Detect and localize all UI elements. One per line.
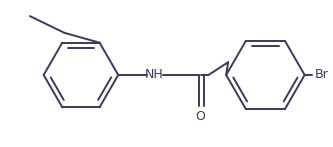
Text: NH: NH — [145, 69, 164, 81]
Text: O: O — [196, 110, 205, 123]
Text: Br: Br — [314, 69, 328, 81]
